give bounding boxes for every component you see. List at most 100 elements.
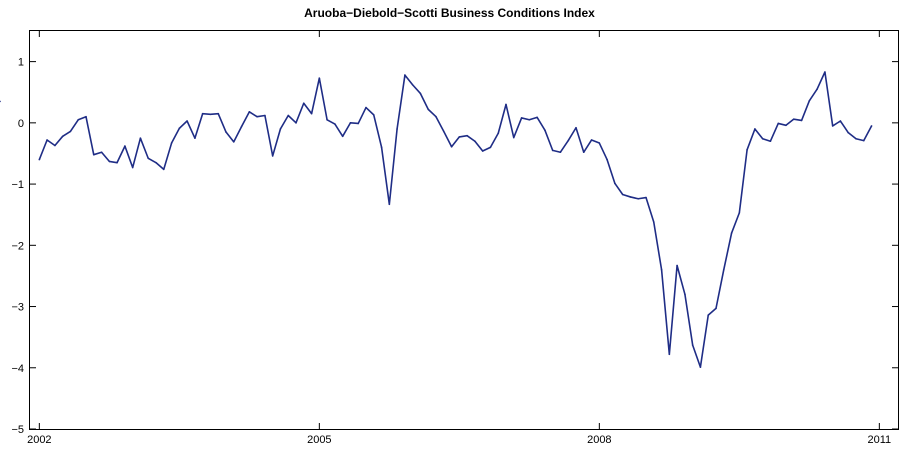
data-point xyxy=(240,125,243,128)
data-point xyxy=(209,113,212,116)
x-tick-label: 2005 xyxy=(307,434,331,446)
data-point xyxy=(108,160,111,163)
data-point xyxy=(302,102,305,105)
data-point xyxy=(645,196,647,199)
data-point xyxy=(155,161,157,164)
data-point xyxy=(77,118,80,121)
data-point xyxy=(116,161,118,164)
y-tick-label: −4 xyxy=(11,363,24,375)
data-point xyxy=(139,137,142,139)
y-tick-label: −3 xyxy=(11,302,24,314)
data-point xyxy=(279,128,282,130)
data-point xyxy=(862,139,865,142)
data-point xyxy=(808,100,811,102)
data-point xyxy=(365,106,367,109)
x-tick-label: 2008 xyxy=(587,434,611,446)
y-tick-label: 1 xyxy=(18,57,24,69)
data-point xyxy=(824,71,826,73)
data-point xyxy=(785,124,787,127)
y-tick-label: 0 xyxy=(18,118,24,130)
data-point xyxy=(85,115,87,118)
data-point xyxy=(388,203,391,206)
data-point xyxy=(629,196,632,198)
data-point xyxy=(512,136,515,139)
data-point xyxy=(46,139,48,141)
data-point xyxy=(248,111,251,113)
data-point xyxy=(372,114,375,116)
data-point xyxy=(186,120,188,122)
data-point xyxy=(590,139,593,141)
y-tick-label: −2 xyxy=(11,240,24,252)
data-point xyxy=(497,132,500,135)
data-point xyxy=(699,366,702,368)
data-point xyxy=(201,112,204,115)
y-tick-label: −1 xyxy=(11,179,24,191)
data-point xyxy=(691,344,694,346)
data-point xyxy=(92,153,95,156)
data-point xyxy=(349,122,352,124)
plot-frame xyxy=(29,30,899,430)
x-tick-label: 2002 xyxy=(27,434,51,446)
data-point xyxy=(474,140,476,143)
data-point xyxy=(551,149,554,152)
data-point xyxy=(839,120,842,122)
data-point xyxy=(100,151,103,154)
data-point xyxy=(754,128,756,130)
data-point xyxy=(232,141,235,143)
data-point xyxy=(614,182,616,185)
data-point xyxy=(178,127,181,130)
data-point xyxy=(715,307,717,310)
data-point xyxy=(559,151,562,154)
data-point xyxy=(567,139,570,142)
data-point xyxy=(271,155,274,157)
data-point xyxy=(450,145,453,148)
data-point xyxy=(334,123,336,125)
data-point xyxy=(676,264,678,267)
data-point xyxy=(652,221,655,223)
data-point xyxy=(489,146,492,149)
data-point xyxy=(582,151,585,154)
data-point xyxy=(326,118,328,121)
data-point xyxy=(466,134,468,137)
data-point xyxy=(170,142,173,144)
data-point xyxy=(54,144,56,147)
data-point xyxy=(287,114,290,117)
data-point xyxy=(295,122,297,124)
data-point xyxy=(847,131,850,134)
data-point xyxy=(746,148,748,151)
data-point xyxy=(792,118,795,120)
y-axis: 1 0 −1 −2 −3 −4 −5 xyxy=(11,57,898,436)
data-point xyxy=(427,108,430,111)
data-point xyxy=(435,115,437,118)
data-point xyxy=(769,140,772,143)
data-point xyxy=(520,117,523,119)
data-point xyxy=(256,115,258,118)
data-point xyxy=(162,168,165,171)
data-point xyxy=(310,112,313,115)
data-point xyxy=(621,193,624,196)
data-point xyxy=(147,157,150,160)
data-point xyxy=(722,269,725,271)
data-point xyxy=(606,158,608,161)
data-point xyxy=(481,150,484,152)
data-point xyxy=(598,142,601,144)
data-point xyxy=(575,126,577,129)
data-point xyxy=(396,128,398,130)
data-point xyxy=(357,122,360,125)
data-point xyxy=(419,92,422,95)
data-point xyxy=(816,88,818,90)
data-point xyxy=(458,136,461,138)
data-point xyxy=(404,74,406,76)
data-point xyxy=(0,100,1,103)
y-tick-label: −5 xyxy=(11,424,24,436)
data-point xyxy=(341,135,344,138)
data-point xyxy=(536,116,538,119)
data-point xyxy=(870,125,873,127)
data-point xyxy=(761,137,764,140)
data-point xyxy=(544,129,546,131)
data-point xyxy=(61,135,64,138)
data-point xyxy=(69,130,72,133)
data-point xyxy=(777,122,780,125)
data-point xyxy=(730,232,733,234)
